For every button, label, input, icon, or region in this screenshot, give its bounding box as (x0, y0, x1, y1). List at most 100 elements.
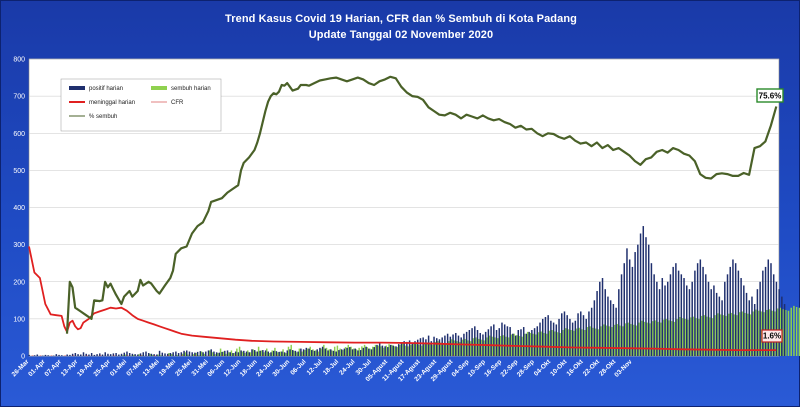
positif-bar (433, 337, 434, 356)
positif-bar (765, 267, 766, 356)
positif-bar (452, 334, 453, 356)
positif-bar (634, 252, 635, 356)
positif-bar (281, 352, 282, 356)
positif-bar (254, 350, 255, 356)
positif-bar (249, 352, 250, 356)
callout-cfr: 1.6% (763, 332, 781, 341)
positif-bar (162, 353, 163, 356)
callout-pct-sembuh: 75.6% (759, 92, 782, 101)
positif-bar (664, 285, 665, 356)
positif-bar (376, 345, 377, 356)
positif-bar (224, 351, 225, 356)
positif-bar (306, 348, 307, 356)
x-tick-label: 10-Okt (549, 358, 569, 378)
positif-bar (181, 352, 182, 356)
legend-swatch-positif (69, 86, 85, 90)
positif-bar (164, 353, 165, 356)
positif-bar (526, 334, 527, 356)
positif-bar (273, 351, 274, 356)
positif-bar (781, 297, 782, 356)
x-tick-label: 01-Mei (109, 358, 128, 377)
positif-bar (243, 351, 244, 356)
positif-bar (550, 321, 551, 356)
x-tick-label: 26-Mar (11, 358, 31, 378)
positif-bar (648, 245, 649, 356)
positif-bar (363, 348, 364, 356)
positif-bar (121, 354, 122, 356)
positif-bar (553, 323, 554, 356)
x-tick-label: 30-Jun (272, 358, 292, 378)
positif-bar (210, 349, 211, 356)
positif-bar (374, 347, 375, 356)
positif-bar (596, 291, 597, 356)
positif-bar (145, 352, 146, 356)
positif-bar (439, 339, 440, 356)
positif-bar (143, 352, 144, 356)
positif-bar (387, 347, 388, 356)
legend-label-meninggal: meninggal harian (89, 100, 135, 106)
positif-bar (151, 354, 152, 356)
positif-bar (66, 355, 67, 356)
positif-bar (314, 351, 315, 356)
positif-bar (531, 330, 532, 356)
positif-bar (624, 263, 625, 356)
positif-bar (512, 334, 513, 356)
positif-bar (564, 311, 565, 356)
positif-bar (700, 259, 701, 356)
positif-bar (61, 355, 62, 356)
positif-bar (94, 355, 95, 356)
positif-bar (352, 349, 353, 356)
positif-bar (577, 313, 578, 356)
positif-bar (159, 351, 160, 356)
positif-bar (308, 349, 309, 356)
positif-bar (670, 274, 671, 356)
positif-bar (77, 354, 78, 356)
positif-bar (659, 289, 660, 356)
positif-bar (732, 259, 733, 356)
positif-bar (496, 330, 497, 356)
positif-bar (219, 353, 220, 356)
x-tick-label: 24-Jul (338, 358, 356, 376)
positif-bar (69, 355, 70, 356)
positif-bar (368, 349, 369, 356)
positif-bar (257, 352, 258, 356)
positif-bar (507, 326, 508, 356)
positif-bar (227, 350, 228, 356)
positif-bar (99, 353, 100, 356)
positif-bar (240, 350, 241, 356)
positif-bar (749, 300, 750, 356)
positif-bar (672, 267, 673, 356)
positif-bar (743, 285, 744, 356)
positif-bar (276, 351, 277, 356)
positif-bar (686, 285, 687, 356)
sembuh-bar (790, 308, 791, 356)
positif-bar (653, 274, 654, 356)
x-tick-label: 01-Apr (27, 358, 47, 378)
positif-bar (170, 353, 171, 356)
positif-bar (518, 330, 519, 356)
legend-swatch-sembuh (151, 86, 167, 90)
positif-bar (534, 328, 535, 356)
positif-bar (186, 350, 187, 356)
positif-bar (520, 329, 521, 356)
positif-bar (719, 297, 720, 356)
positif-bar (311, 350, 312, 356)
positif-bar (335, 352, 336, 356)
positif-bar (172, 352, 173, 356)
positif-bar (471, 328, 472, 356)
positif-bar (216, 352, 217, 356)
positif-bar (702, 267, 703, 356)
x-tick-label: 16-Okt (566, 358, 586, 378)
y-tick-label: 600 (13, 131, 25, 138)
positif-bar (422, 337, 423, 356)
x-tick-label: 19-Apr (76, 358, 96, 378)
positif-bar (349, 347, 350, 356)
positif-bar (132, 354, 133, 356)
positif-bar (113, 353, 114, 356)
x-tick-label: 18-Jul (322, 358, 340, 376)
positif-bar (379, 343, 380, 356)
positif-bar (420, 338, 421, 356)
positif-bar (327, 350, 328, 356)
positif-bar (667, 282, 668, 356)
positif-bar (175, 352, 176, 356)
